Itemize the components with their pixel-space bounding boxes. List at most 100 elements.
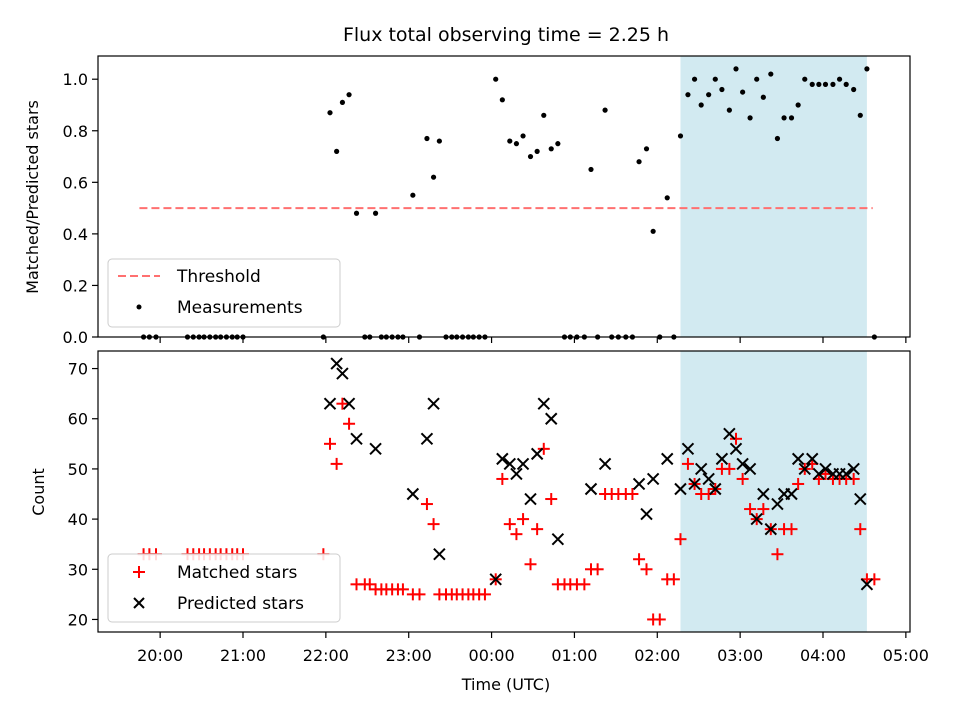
measurement-point xyxy=(822,81,829,87)
predicted-star-point xyxy=(812,467,826,481)
predicted-star-point xyxy=(646,472,660,486)
predicted-star-point xyxy=(791,452,805,466)
predicted-star-point xyxy=(406,487,420,501)
predicted-star-point xyxy=(640,507,653,521)
measurement-point xyxy=(719,86,725,93)
matched-star-point xyxy=(537,442,550,455)
predicted-stars-points xyxy=(323,357,874,591)
measurement-point xyxy=(802,76,808,82)
predicted-star-point xyxy=(723,427,736,441)
predicted-star-point xyxy=(819,462,832,476)
predicted-star-point xyxy=(420,432,434,446)
measurement-point xyxy=(788,115,795,121)
top-y-tick-label: 0.8 xyxy=(63,122,88,141)
matched-star-point xyxy=(524,558,537,571)
measurement-point xyxy=(410,192,416,198)
measurement-point xyxy=(353,210,360,216)
predicted-star-point xyxy=(427,397,440,410)
measurement-point xyxy=(520,133,526,139)
measurement-point xyxy=(541,112,547,118)
matched-star-point xyxy=(363,578,376,591)
matched-star-point xyxy=(744,503,757,516)
bottom-y-tick-label: 50 xyxy=(68,460,88,479)
predicted-star-point xyxy=(757,487,770,501)
matched-star-point xyxy=(427,518,440,531)
measurement-point xyxy=(809,81,815,87)
measurement-point xyxy=(816,81,822,87)
matched-star-point xyxy=(531,523,544,536)
bottom-y-tick-label: 30 xyxy=(68,560,88,579)
measurement-point xyxy=(650,228,656,234)
matched-star-point xyxy=(420,498,433,511)
bottom-x-axis: 20:00 21:00 22:00 23:00 00:00 01:00 02:00 03:00… xyxy=(137,632,929,665)
predicted-star-point xyxy=(598,457,612,471)
measurement-point xyxy=(830,81,836,87)
measurement-point xyxy=(664,195,670,201)
x-tick-label: 03:00 xyxy=(717,646,763,665)
matched-star-point xyxy=(792,477,805,490)
x-axis-label: Time (UTC) xyxy=(461,675,550,694)
matched-star-point xyxy=(640,563,653,576)
x-tick-label: 22:00 xyxy=(303,646,349,665)
matched-star-point xyxy=(503,518,516,531)
measurement-point xyxy=(691,76,698,82)
measurement-point xyxy=(836,76,843,82)
measurement-point xyxy=(851,86,857,93)
predicted-star-point xyxy=(661,452,674,466)
measurement-point xyxy=(706,92,712,98)
matched-star-point xyxy=(478,588,491,601)
measurement-point xyxy=(548,146,554,152)
matched-star-point xyxy=(868,573,881,586)
predicted-star-point xyxy=(323,397,337,410)
predicted-star-point xyxy=(524,492,537,506)
matched-star-point xyxy=(626,488,639,501)
bottom-y-tick-label: 40 xyxy=(68,510,88,529)
measurement-point xyxy=(424,135,430,142)
matched-star-point xyxy=(736,472,749,485)
predicted-star-point xyxy=(764,522,778,536)
predicted-star-point xyxy=(860,578,874,591)
measurement-point xyxy=(733,66,739,72)
measurement-point xyxy=(760,94,766,100)
predicted-star-point xyxy=(336,367,349,380)
top-x-ticks xyxy=(159,337,907,343)
measurement-point xyxy=(334,148,340,154)
measurement-point xyxy=(493,76,499,82)
measurement-point xyxy=(698,102,704,108)
matched-star-point xyxy=(336,397,349,410)
measurement-point xyxy=(555,141,561,147)
predicted-star-point xyxy=(530,447,544,461)
predicted-star-point xyxy=(545,412,558,425)
predicted-star-point xyxy=(688,477,701,491)
measurement-point xyxy=(843,81,849,87)
top-shaded-region xyxy=(680,56,867,337)
matched-star-point xyxy=(545,493,558,506)
measurement-point xyxy=(754,76,760,82)
measurement-point xyxy=(372,210,379,216)
bottom-y-tick-label: 20 xyxy=(68,610,88,629)
top-y-tick-label: 0.6 xyxy=(63,173,88,192)
measurement-point xyxy=(327,110,333,116)
matched-star-point xyxy=(730,432,742,445)
x-tick-label: 20:00 xyxy=(137,646,183,665)
threshold-legend-label: Threshold xyxy=(176,267,261,287)
predicted-star-point xyxy=(369,442,382,456)
bottom-y-tick-label: 60 xyxy=(68,410,88,429)
predicted-legend-swatch xyxy=(133,597,145,609)
predicted-legend-label: Predicted stars xyxy=(177,594,304,614)
matched-star-point xyxy=(681,457,694,470)
predicted-star-point xyxy=(632,477,646,491)
measurement-point xyxy=(726,107,732,113)
matched-legend-swatch xyxy=(133,566,145,578)
measurement-point xyxy=(774,135,781,142)
predicted-star-point xyxy=(702,472,715,486)
x-tick-label: 04:00 xyxy=(800,646,846,665)
predicted-star-point xyxy=(847,462,860,476)
matched-star-point xyxy=(757,503,770,516)
measurement-point xyxy=(602,107,608,113)
predicted-star-point xyxy=(342,397,356,410)
top-panel: 0.0 0.2 0.4 0.6 0.8 1.0 Flux total observing … xyxy=(23,24,911,347)
x-tick-label: 05:00 xyxy=(883,646,929,665)
measurement-point xyxy=(740,89,746,95)
